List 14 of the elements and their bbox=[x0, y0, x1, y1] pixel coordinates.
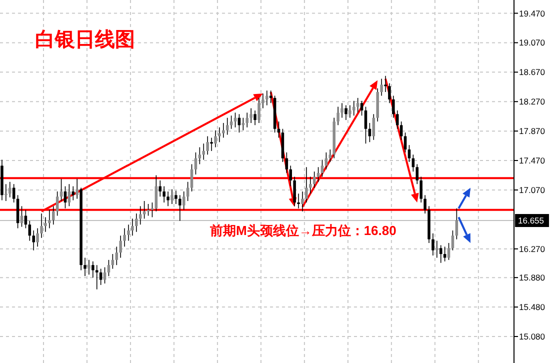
y-tick-label: 18.270 bbox=[519, 96, 546, 107]
y-tick-label: 17.470 bbox=[519, 156, 546, 166]
ref-line-label: 前期M头颈线位→压力位：16.80 bbox=[209, 222, 396, 238]
y-tick-label: 17.870 bbox=[519, 126, 546, 136]
y-tick-label: 18.670 bbox=[519, 67, 546, 78]
ref-line-label: 16.655 bbox=[518, 216, 544, 226]
y-tick-label: 15.080 bbox=[519, 331, 546, 342]
y-tick-label: 16.270 bbox=[519, 244, 546, 254]
y-tick-label: 17.070 bbox=[519, 184, 546, 195]
y-tick-label: 19.470 bbox=[519, 8, 546, 18]
y-tick-label: 19.070 bbox=[519, 38, 546, 48]
y-tick-label: 15.480 bbox=[519, 302, 546, 312]
y-tick-label: 15.880 bbox=[519, 272, 546, 283]
title: 白银日线图 bbox=[35, 29, 135, 51]
